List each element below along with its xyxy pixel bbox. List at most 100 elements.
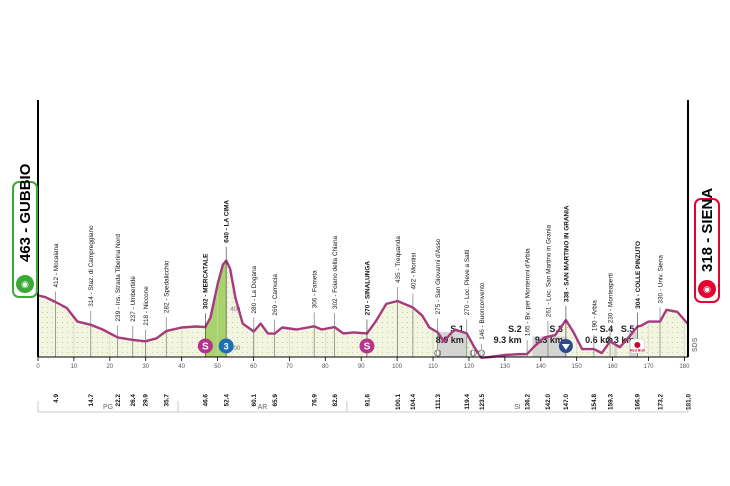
waypoint-km: 46.6 [203,394,210,407]
waypoint-label: 412 - Mocaiana [53,243,60,287]
waypoint-label: 304 - COLLE PINZUTO [635,241,642,309]
x-tick-label: 80 [322,364,329,370]
x-tick-label: 130 [500,364,511,370]
waypoint-km: 181.0 [685,394,692,410]
x-tick-label: 50 [214,364,221,370]
credit-label: SDS [692,337,699,352]
sprint-marker-label: S [202,342,209,353]
railway-crossing-icon [469,349,477,357]
gravel-sector-name: S.2 [508,324,522,334]
gravel-sector-length: 0.6 km [585,335,613,345]
bonus-marker-icon [561,344,570,350]
waypoint-km: 159.3 [607,394,614,410]
railway-crossing-icon [434,349,441,357]
waypoint-label: 190 - Arbia [591,300,598,331]
waypoint-label: 306 - Fameta [312,270,319,308]
waypoint-km: 14.7 [88,394,95,407]
x-tick-label: 20 [106,364,113,370]
waypoint-km: 35.7 [164,394,171,407]
waypoint-label: 165 - Bv. per Monteroni d'Arbia [525,248,532,336]
x-tick-label: 0 [36,364,40,370]
waypoint-km: 111.3 [435,394,442,410]
gravel-sector-name: S.1 [450,324,464,334]
waypoint-label: 640 - LA CIMA [224,200,231,243]
waypoint-km: 52.4 [224,394,231,407]
climb-highlight [205,260,227,357]
waypoint-label: 280 - La Dogana [251,265,258,313]
x-tick-label: 30 [142,364,149,370]
waypoint-label: 338 - SAN MARTINO IN GRANIA [563,205,570,302]
waypoint-km: 154.8 [591,394,598,410]
waypoint-label: 146 - Buonconvento [479,282,486,340]
waypoint-km: 91.6 [364,394,371,407]
altitude-tick: 400 [230,307,241,313]
x-tick-label: 140 [536,364,547,370]
waypoint-label: 302 - MERCATALE [203,253,210,309]
profile-line [37,259,689,359]
x-tick-label: 110 [428,364,438,370]
region-label: PG [103,404,113,411]
waypoint-km: 65.9 [272,394,279,407]
gravel-sector-name: S.3 [549,324,563,334]
waypoint-label: 302 - Foiano della Chiana [332,235,339,309]
x-tick-label: 90 [358,364,365,370]
waypoint-label: 237 - Umbertide [130,276,137,322]
region-label: AR [258,404,268,411]
gravel-sector-4 [614,344,617,357]
waypoint-label: 402 - Montisi [410,253,417,290]
waypoint-km: 173.2 [657,394,664,410]
redbull-marker-sun [634,342,641,348]
waypoint-label: 261 - Loc. San Martino in Grania [545,224,552,317]
x-tick-label: 40 [178,364,185,370]
waypoint-km: 147.0 [563,394,570,410]
waypoint-km: 60.1 [251,394,258,407]
sprint-marker [197,338,213,354]
sprint-marker [359,338,375,354]
start-label: 463 - GUBBIO [17,163,34,262]
waypoint-label: 269 - Camucia [272,274,279,316]
gravel-sector-length: 8.0 km [436,335,464,345]
redbull-marker-label: Red Bull [630,349,645,353]
waypoint-label: 275 - San Giovanni d'Asso [435,238,442,314]
gravel-sector-1 [437,332,467,357]
start-badge: 463 - GUBBIO ◉ [12,164,38,298]
finish-icon: ◉ [698,280,716,298]
waypoint-label: 239 - Ins. Strada Tiberina Nord [115,234,122,322]
waypoint-km: 142.0 [545,394,552,410]
x-tick-label: 180 [679,364,690,370]
gravel-sector-name: S.5 [621,324,635,334]
waypoint-km: 82.6 [332,394,339,407]
x-tick-label: 160 [608,364,619,370]
x-tick-label: 120 [464,364,475,370]
start-icon: ◉ [16,275,34,293]
sprint-marker-label: S [364,342,371,353]
waypoint-km: 26.4 [130,394,137,407]
waypoint-km: 166.9 [635,394,642,410]
x-tick-label: 10 [71,364,78,370]
waypoint-km: 119.4 [464,394,471,410]
waypoint-km: 22.2 [115,394,122,407]
waypoint-label: 230 - Monteaperti [608,273,615,323]
waypoint-label: 282 - Spedalicchio [164,260,171,313]
railway-crossing-icon [478,349,485,357]
waypoint-label: 314 - Staz. di Campreggiano [88,225,95,307]
waypoint-km: 100.1 [395,394,402,410]
gravel-sector-length: 9.3 km [535,335,563,345]
waypoint-km: 136.2 [524,394,531,410]
finish-label: 318 - SIENA [699,187,716,272]
finish-badge: 318 - SIENA ◉ [694,188,720,303]
region-label: SI [514,404,521,411]
gravel-sector-length: 9.3 km [494,335,522,345]
waypoint-label: 435 - Trequanda [395,236,402,283]
x-tick-label: 170 [643,364,654,370]
x-tick-label: 150 [572,364,583,370]
gravel-sector-name: S.4 [600,324,614,334]
gravel-sector-length: 2.3 km [606,335,634,345]
waypoint-km: 76.9 [312,394,319,407]
x-tick-label: 60 [250,364,257,370]
waypoint-km: 29.9 [143,394,150,407]
x-tick-label: 70 [286,364,293,370]
x-tick-label: 100 [392,364,403,370]
waypoint-label: 270 - Loc. Pieve a Salti [464,250,471,316]
